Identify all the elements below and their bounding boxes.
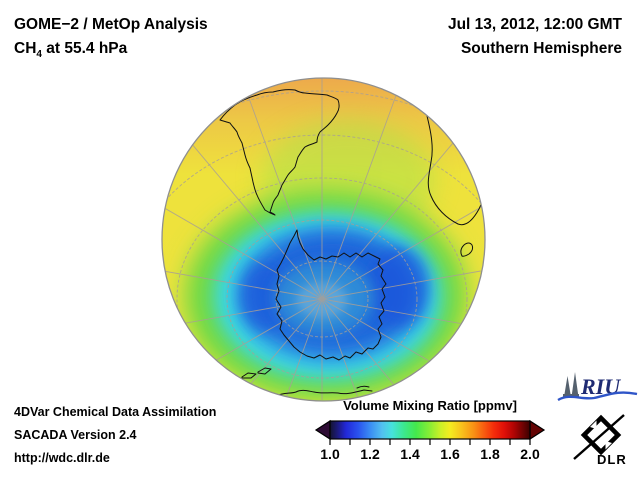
colorbar-title: Volume Mixing Ratio [ppmv] (343, 398, 517, 413)
cathedral-icon (563, 372, 579, 398)
hemisphere-map (160, 76, 488, 404)
datetime-label: Jul 13, 2012, 12:00 GMT (447, 16, 622, 33)
credit-line-url: http://wdc.dlr.de (14, 451, 110, 465)
graticule (162, 78, 485, 401)
datetime-block: Jul 13, 2012, 12:00 GMT Southern Hemisph… (448, 13, 622, 61)
tick-label: 1.2 (360, 446, 380, 462)
coastline-australia (275, 385, 373, 397)
logos-svg: RIU DLR (557, 372, 638, 467)
credits-block: 4DVar Chemical Data Assimilation SACADA … (14, 401, 216, 470)
species-subscript: 4 (36, 49, 42, 61)
colorbar-ticks (329, 439, 531, 445)
tick-label: 1.6 (440, 446, 460, 462)
globe-field (162, 78, 485, 401)
tick-label: 2.0 (520, 446, 540, 462)
species-level-title: CH4 at 55.4 hPa (14, 40, 128, 61)
dlr-text: DLR (597, 452, 627, 467)
plot-title-block: GOME−2 / MetOp Analysis CH4 at 55.4 hPa (14, 13, 208, 67)
riu-wave (557, 391, 638, 402)
coastline-madagascar (460, 242, 474, 257)
credit-line-version: SACADA Version 2.4 (14, 428, 137, 442)
colorbar-gradient-bar (329, 420, 531, 440)
colorbar-scale (314, 419, 546, 445)
colorbar: Volume Mixing Ratio [ppmv] (310, 398, 550, 474)
logo-block: RIU DLR (550, 368, 640, 474)
colorbar-arrow-high (529, 419, 546, 441)
colorbar-tick-labels: 1.0 1.2 1.4 1.6 1.8 2.0 (310, 446, 550, 464)
coastline-south-america (219, 89, 340, 216)
tick-label: 1.0 (320, 446, 340, 462)
globe-svg (161, 77, 486, 402)
hemisphere-label: Southern Hemisphere (460, 40, 622, 57)
colorbar-arrow-low (314, 419, 331, 441)
credit-line-assimilation: 4DVar Chemical Data Assimilation (14, 405, 217, 419)
riu-text: RIU (580, 374, 621, 399)
riu-logo: RIU (557, 372, 638, 402)
globe-rim (161, 77, 486, 402)
coastline-antarctica (275, 229, 387, 361)
coastline-new-zealand (241, 367, 272, 379)
dlr-logo: DLR (573, 414, 627, 467)
product-title: GOME−2 / MetOp Analysis (14, 16, 208, 33)
tick-label: 1.8 (480, 446, 500, 462)
coastline-africa (426, 115, 485, 226)
tick-label: 1.4 (400, 446, 420, 462)
